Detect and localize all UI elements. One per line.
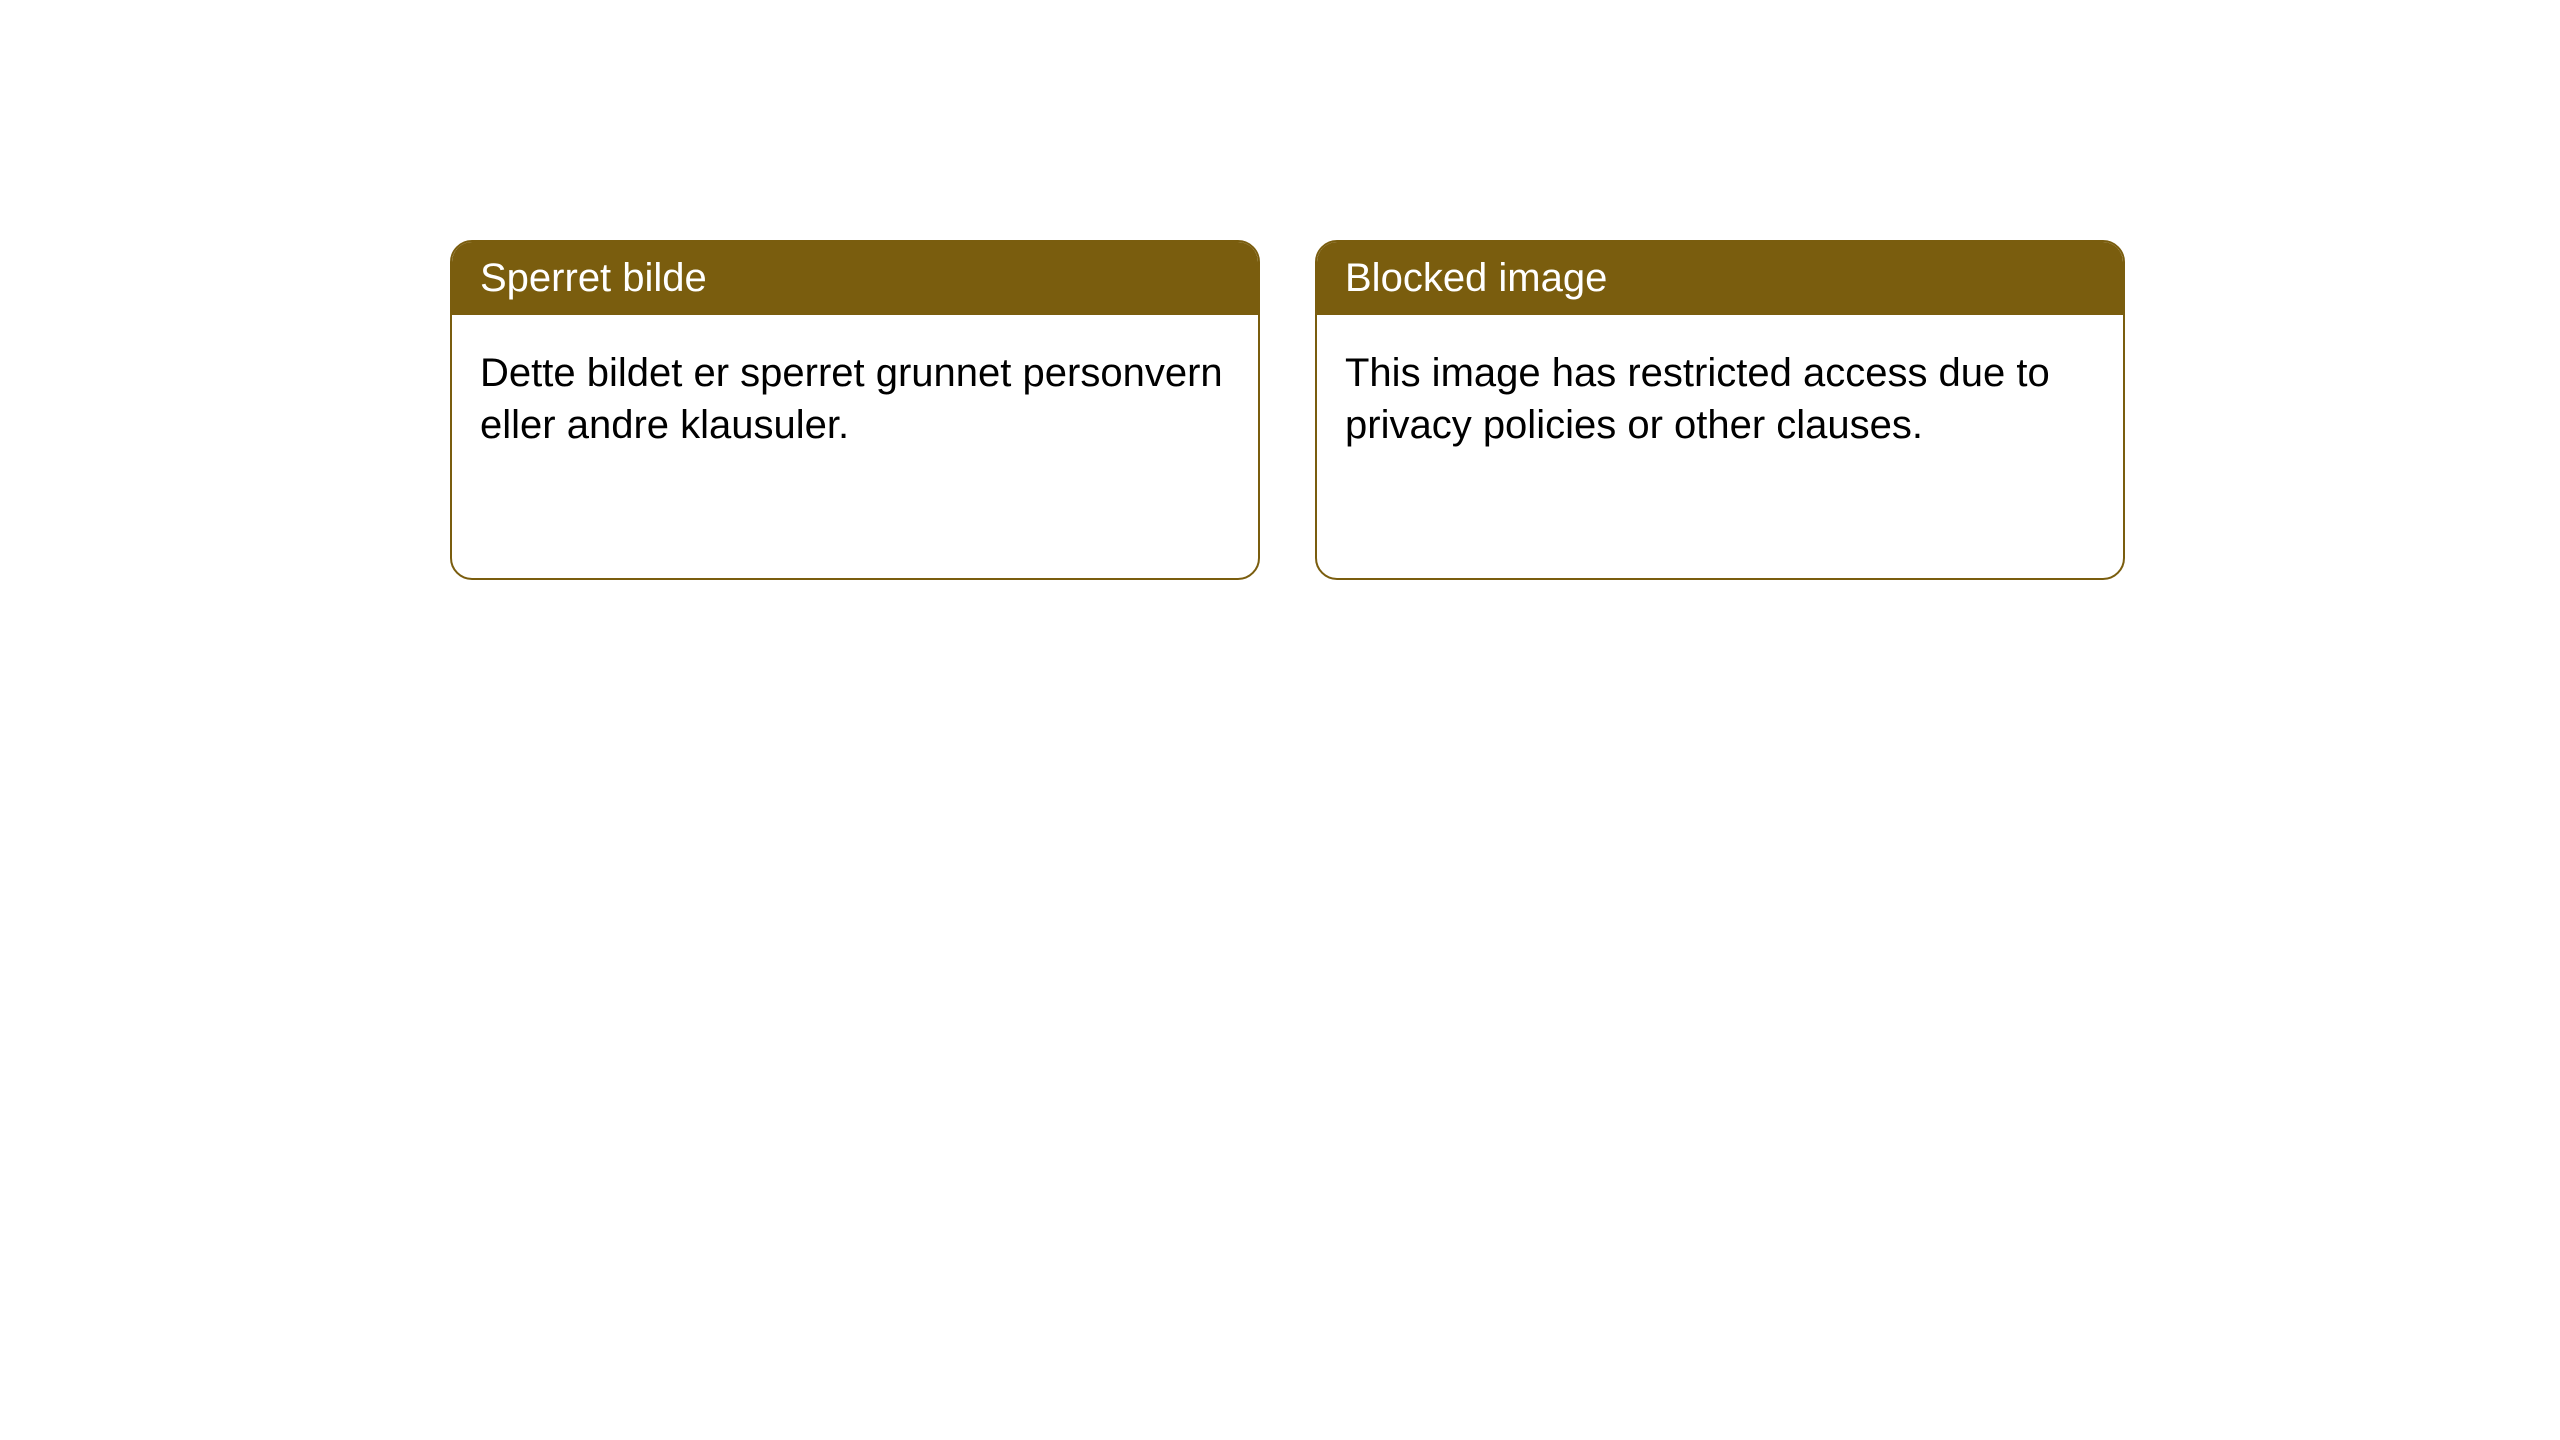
notice-body-text: This image has restricted access due to … [1345, 351, 2050, 447]
notice-title: Sperret bilde [480, 256, 707, 300]
notice-body-text: Dette bildet er sperret grunnet personve… [480, 351, 1223, 447]
notice-body: Dette bildet er sperret grunnet personve… [452, 315, 1258, 483]
notice-container: Sperret bilde Dette bildet er sperret gr… [450, 240, 2560, 580]
notice-card-english: Blocked image This image has restricted … [1315, 240, 2125, 580]
notice-header: Blocked image [1317, 242, 2123, 315]
notice-card-norwegian: Sperret bilde Dette bildet er sperret gr… [450, 240, 1260, 580]
notice-body: This image has restricted access due to … [1317, 315, 2123, 483]
notice-header: Sperret bilde [452, 242, 1258, 315]
notice-title: Blocked image [1345, 256, 1607, 300]
